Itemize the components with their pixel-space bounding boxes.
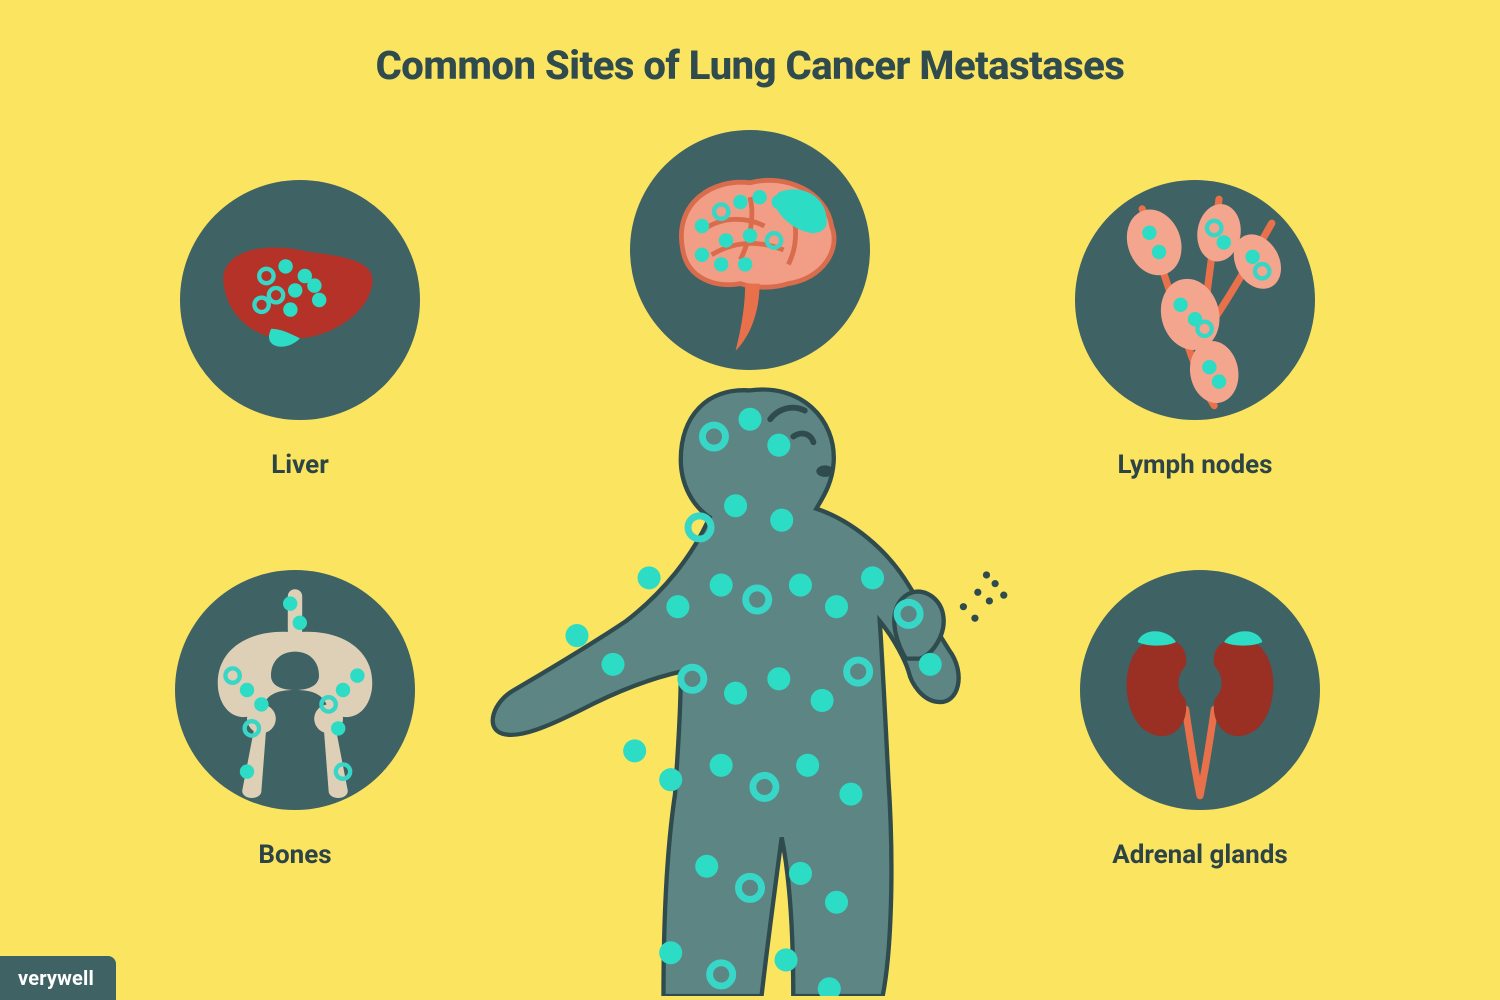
lymph-nodes-icon	[1075, 180, 1315, 420]
coughing-person-icon	[440, 376, 1060, 996]
medallion-adrenal	[1080, 570, 1320, 810]
brand-badge: verywell	[0, 956, 116, 1000]
medallion-brain	[630, 130, 870, 370]
label-adrenal: Adrenal glands	[1070, 840, 1330, 870]
medallion-liver	[180, 180, 420, 420]
bones-icon	[175, 570, 415, 810]
liver-icon	[180, 180, 420, 420]
human-figure	[440, 376, 1060, 1000]
page-title: Common Sites of Lung Cancer Metastases	[0, 42, 1500, 89]
label-liver: Liver	[170, 450, 430, 480]
infographic-canvas: Common Sites of Lung Cancer Metastases B…	[0, 0, 1500, 1000]
label-bones: Bones	[165, 840, 425, 870]
brain-icon	[630, 130, 870, 370]
label-lymph: Lymph nodes	[1065, 450, 1325, 480]
adrenal-glands-icon	[1080, 570, 1320, 810]
medallion-lymph	[1075, 180, 1315, 420]
medallion-bones	[175, 570, 415, 810]
